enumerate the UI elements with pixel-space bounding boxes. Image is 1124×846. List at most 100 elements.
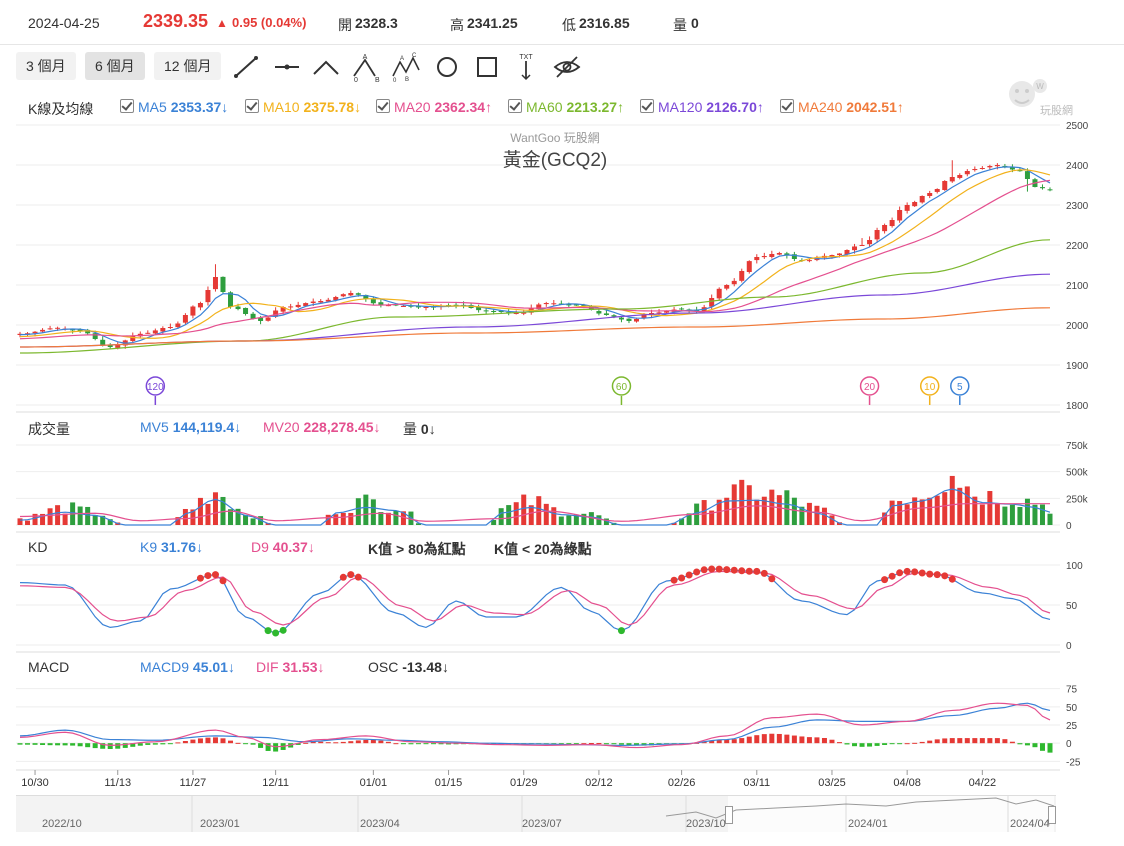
legend-item-ma20[interactable]: MA20 2362.34↑: [376, 99, 492, 115]
osc-bar: [867, 743, 873, 747]
rect-tool-icon[interactable]: [472, 52, 502, 82]
candle-body: [1024, 171, 1030, 179]
legend-item-ma5[interactable]: MA5 2353.37↓: [120, 99, 228, 115]
volume-bar: [62, 513, 68, 525]
line-tool-icon[interactable]: [231, 52, 261, 82]
ma20-line: [19, 179, 1051, 340]
osc-bar: [415, 743, 421, 745]
osc-bar: [385, 741, 391, 744]
kd-red-dot: [768, 575, 776, 583]
volume-bar: [724, 497, 730, 525]
osc-bar: [912, 742, 918, 744]
candle-body: [949, 177, 955, 182]
arrow-down-icon: ↓: [354, 99, 362, 115]
ma-marker-label: 60: [616, 382, 628, 393]
x-tick-label: 03/25: [818, 777, 846, 789]
x-tick-label: 11/27: [180, 777, 207, 789]
volume-tick-label: 500k: [1066, 468, 1089, 479]
candle-body: [724, 285, 730, 289]
legend-name: MA10: [263, 99, 304, 115]
polyline-tool-icon[interactable]: [311, 52, 341, 82]
arrow-down-icon: ↓: [221, 99, 229, 115]
candle-body: [633, 319, 639, 322]
checkbox-icon[interactable]: [640, 99, 654, 113]
checkbox-icon[interactable]: [120, 99, 134, 113]
circle-tool-icon[interactable]: [432, 52, 462, 82]
candle-body: [641, 315, 647, 319]
arrow-up-icon: ↑: [756, 99, 764, 115]
osc-bar: [363, 739, 369, 744]
candle-body: [243, 307, 249, 314]
volume-bar: [746, 485, 752, 525]
mv5-line: [19, 488, 1051, 526]
checkbox-icon[interactable]: [245, 99, 259, 113]
candle-body: [145, 332, 151, 334]
osc-bar: [987, 738, 993, 744]
navigator-right-handle[interactable]: [1048, 806, 1056, 824]
osc-bar: [942, 738, 948, 744]
osc-bar: [235, 742, 241, 744]
candle-body: [1017, 170, 1023, 172]
hline-tool-icon[interactable]: [272, 52, 302, 82]
x-tick-label: 04/22: [969, 777, 997, 789]
checkbox-icon[interactable]: [508, 99, 522, 113]
checkbox-icon[interactable]: [376, 99, 390, 113]
candle-body: [190, 306, 196, 316]
volume-tick-label: 0: [1066, 521, 1072, 532]
osc-bar: [32, 743, 38, 745]
candle-body: [250, 313, 256, 319]
ma-marker-label: 5: [957, 382, 963, 393]
chart-title: 黃金(GCQ2): [503, 149, 608, 171]
osc-bar: [618, 743, 624, 745]
macd-tick-label: 50: [1066, 703, 1078, 714]
candle-body: [423, 307, 429, 308]
hide-icon[interactable]: [552, 52, 582, 82]
candle-body: [1039, 187, 1045, 189]
osc-bar: [724, 739, 730, 744]
legend-item-ma120[interactable]: MA120 2126.70↑: [640, 99, 764, 115]
volume-bar: [498, 508, 504, 525]
legend-item-ma240[interactable]: MA240 2042.51↑: [780, 99, 904, 115]
text-tool-icon[interactable]: TXT: [511, 52, 541, 82]
abc-pattern-icon[interactable]: A 0 B: [351, 52, 381, 84]
time-navigator[interactable]: 2022/10 2023/01 2023/04 2023/07 2023/10 …: [16, 795, 1056, 832]
osc-bar: [1009, 741, 1015, 744]
candle-body: [927, 193, 933, 197]
osc-bar: [566, 743, 572, 745]
volume-bar: [92, 514, 98, 525]
legend-item-d9: D9 40.37↓: [251, 539, 315, 555]
volume-bar: [197, 497, 203, 525]
abcd-pattern-icon[interactable]: A C 0 B: [391, 52, 421, 84]
period-12m-button[interactable]: 12 個月: [154, 52, 222, 80]
candle-body: [70, 329, 76, 331]
osc-bar: [897, 743, 903, 745]
volume-bar: [821, 507, 827, 525]
period-3m-button[interactable]: 3 個月: [16, 52, 76, 80]
legend-item-ma10[interactable]: MA10 2375.78↓: [245, 99, 361, 115]
candle-body: [212, 277, 218, 290]
navigator-left-handle[interactable]: [725, 806, 733, 824]
period-6m-button[interactable]: 6 個月: [85, 52, 145, 80]
candle-body: [333, 297, 339, 301]
osc-bar: [626, 743, 632, 746]
kd-red-dot: [670, 576, 678, 584]
macd-tick-label: 75: [1066, 685, 1078, 696]
ma-marker-circle: [611, 376, 632, 396]
candle-body: [408, 305, 414, 307]
checkbox-icon[interactable]: [780, 99, 794, 113]
candle-body: [709, 298, 715, 307]
candle-body: [167, 327, 173, 328]
x-tick-label: 12/11: [262, 777, 289, 789]
legend-item-osc: OSC -13.48↓: [368, 659, 449, 675]
candle-body: [273, 310, 279, 317]
volume-bar: [776, 495, 782, 525]
candle-body: [303, 303, 309, 307]
candle-body: [716, 288, 722, 299]
volume-bar: [513, 502, 519, 525]
quote-bar: 2024-04-25 2339.35 ▲ 0.95 (0.04%) 開 2328…: [0, 0, 1124, 45]
volume-bar: [754, 499, 760, 525]
legend-item-ma60[interactable]: MA60 2213.27↑: [508, 99, 624, 115]
arrow-down-icon: ↓: [441, 659, 449, 675]
volume-bar: [957, 487, 963, 525]
